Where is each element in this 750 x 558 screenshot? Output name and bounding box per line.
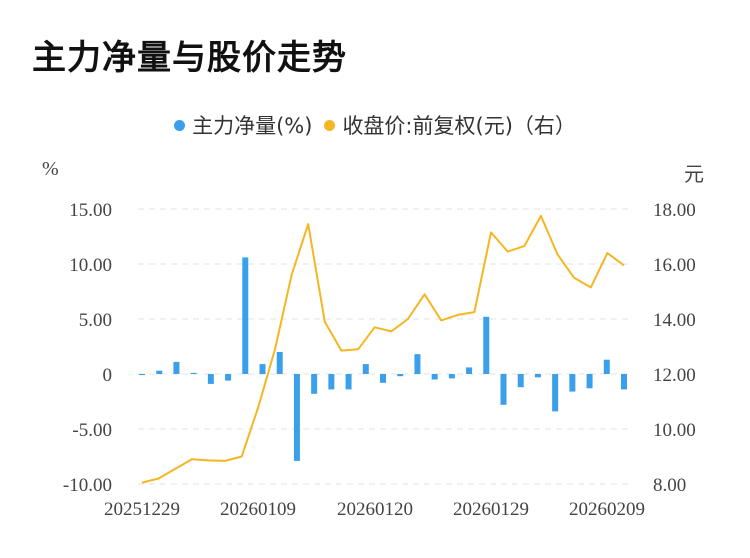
bar xyxy=(207,374,214,384)
bar xyxy=(328,374,335,390)
bar-series xyxy=(139,257,627,461)
bar xyxy=(156,370,163,374)
left-tick-label: -10.00 xyxy=(63,475,112,496)
bar xyxy=(483,316,490,374)
bar xyxy=(225,374,232,381)
bar xyxy=(139,374,145,376)
line-series xyxy=(141,214,625,484)
left-tick-label: 0 xyxy=(103,365,113,386)
bar xyxy=(259,364,266,374)
right-axis-unit: 元 xyxy=(684,164,704,186)
legend-item-net-volume[interactable]: 主力净量(%) xyxy=(174,110,312,140)
bar xyxy=(276,352,283,374)
bar xyxy=(242,257,249,374)
legend-dot-icon xyxy=(324,119,336,131)
right-tick-label: 18.00 xyxy=(653,200,696,221)
bar xyxy=(380,374,386,383)
bar xyxy=(345,374,352,390)
bar xyxy=(362,364,369,374)
bar xyxy=(293,374,300,461)
right-tick-label: 14.00 xyxy=(653,310,696,331)
bar xyxy=(397,374,404,377)
price-line xyxy=(141,214,625,484)
right-tick-label: 12.00 xyxy=(653,365,696,386)
right-tick-label: 16.00 xyxy=(653,255,696,276)
right-tick-label: 10.00 xyxy=(653,420,696,441)
x-axis-ticks: 20251229 20260109 20260120 20260129 20260209 xyxy=(104,499,645,520)
bar xyxy=(517,374,524,388)
left-tick-label: 15.00 xyxy=(69,200,112,221)
x-tick-label: 20260120 xyxy=(337,499,413,520)
chart-title: 主力净量与股价走势 xyxy=(32,38,347,78)
x-tick-label: 20260109 xyxy=(220,499,296,520)
bar xyxy=(448,374,455,379)
x-tick-label: 20251229 xyxy=(104,499,180,520)
left-tick-label: -5.00 xyxy=(72,420,112,441)
left-tick-label: 10.00 xyxy=(69,255,112,276)
legend-dot-icon xyxy=(174,119,186,131)
legend: 主力净量(%) 收盘价:前复权(元)（右） xyxy=(0,110,750,140)
left-axis-unit: % xyxy=(42,158,59,180)
bar xyxy=(173,361,180,374)
legend-label-net-volume: 主力净量(%) xyxy=(192,114,313,138)
bar xyxy=(500,374,507,405)
x-tick-label: 20260209 xyxy=(569,499,645,520)
x-tick-label: 20260129 xyxy=(453,499,529,520)
bar xyxy=(311,374,318,394)
bar xyxy=(190,372,197,374)
bar xyxy=(466,367,473,374)
left-axis-ticks: -10.00 -5.00 0 5.00 10.00 15.00 xyxy=(63,200,112,496)
left-tick-label: 5.00 xyxy=(79,310,112,331)
bar xyxy=(431,374,438,380)
bar xyxy=(586,374,593,389)
right-tick-label: 8.00 xyxy=(653,475,686,496)
bar xyxy=(414,354,421,374)
legend-item-close-price[interactable]: 收盘价:前复权(元)（右） xyxy=(324,110,576,140)
bar xyxy=(621,374,627,390)
right-axis-ticks: 8.00 10.00 12.00 14.00 16.00 18.00 xyxy=(653,200,696,496)
legend-label-close-price: 收盘价:前复权(元)（右） xyxy=(342,114,576,138)
bar xyxy=(569,374,576,392)
bar xyxy=(552,374,559,412)
bar xyxy=(534,374,541,378)
bar xyxy=(603,359,610,374)
